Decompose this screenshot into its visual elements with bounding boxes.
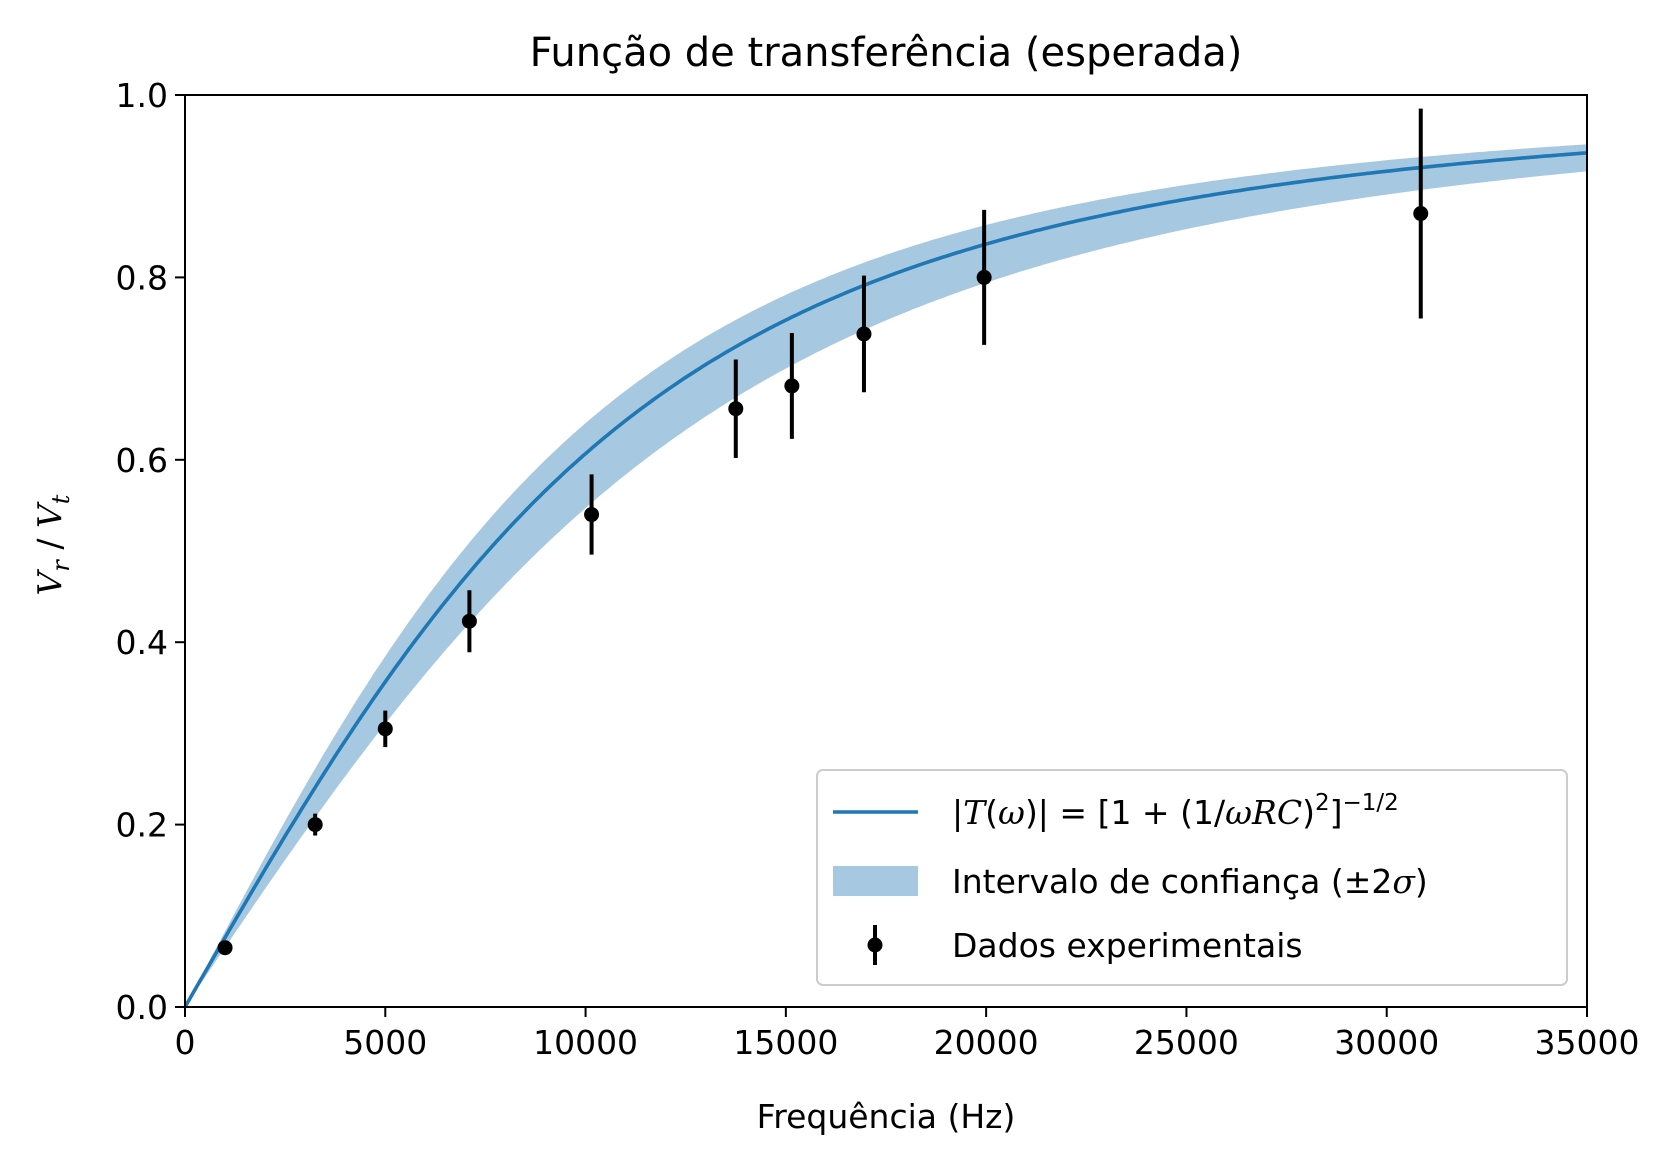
data-point (584, 474, 600, 555)
legend-close: ) (1302, 793, 1315, 832)
legend-points-marker (867, 937, 883, 953)
point-marker (217, 940, 233, 956)
x-tick-label: 30000 (1334, 1023, 1439, 1062)
chart-title: Função de transferência (esperada) (530, 30, 1243, 76)
x-axis-ticks: 0 5000 10000 15000 20000 25000 30000 35000 (175, 1007, 1640, 1062)
legend-paren-close: )| (1025, 793, 1049, 832)
legend-eq: = [1 + (1/ (1049, 793, 1226, 832)
point-marker (784, 378, 800, 394)
legend-band-swatch (833, 866, 918, 896)
legend-bracket: ] (1330, 793, 1343, 832)
axes-frame (184, 94, 1588, 1008)
legend-points-label: Dados experimentais (952, 926, 1303, 965)
x-tick-label: 10000 (533, 1023, 638, 1062)
legend: |T(ω)| = [1 + (1/ωRC)2]−1/2 Intervalo de… (816, 769, 1568, 986)
x-tick-label: 25000 (1134, 1023, 1239, 1062)
x-tick-label: 15000 (733, 1023, 838, 1062)
x-tick-label: 20000 (934, 1023, 1039, 1062)
y-label-den-sub: t (47, 494, 75, 504)
y-label-sep: / (30, 528, 69, 560)
data-point (217, 940, 233, 956)
y-tick-label: 0.4 (116, 623, 168, 662)
legend-wrc: ωRC (1225, 793, 1302, 832)
point-marker (856, 326, 872, 342)
data-point (1413, 108, 1429, 319)
data-point (728, 359, 744, 458)
y-axis-label: Vr / Vt (30, 494, 75, 595)
legend-exp: −1/2 (1342, 790, 1398, 816)
data-point (784, 333, 800, 439)
point-marker (728, 401, 744, 417)
legend-paren-open: ( (985, 793, 998, 832)
point-marker (976, 269, 992, 285)
y-tick-label: 0.0 (116, 988, 168, 1027)
data-point (976, 209, 992, 345)
data-point (307, 813, 323, 836)
data-point (461, 590, 477, 653)
data-point (856, 275, 872, 393)
y-label-den: V (30, 501, 69, 528)
point-marker (307, 817, 323, 833)
model-curve (183, 151, 1588, 1008)
point-marker (1413, 206, 1429, 222)
point-marker (377, 721, 393, 737)
y-axis-ticks: 0.0 0.2 0.4 0.6 0.8 1.0 (116, 76, 185, 1027)
data-points (217, 108, 1429, 956)
legend-band-close: ) (1415, 862, 1428, 901)
legend-abs-open: | (952, 793, 963, 832)
plot-area (183, 144, 1588, 1008)
y-tick-label: 0.6 (116, 441, 168, 480)
legend-omega: ω (998, 793, 1025, 832)
y-tick-label: 0.8 (116, 258, 168, 297)
x-axis-label: Frequência (Hz) (757, 1097, 1016, 1136)
legend-band-text: Intervalo de confiança (±2 (952, 862, 1392, 901)
point-marker (461, 613, 477, 629)
legend-sq: 2 (1315, 790, 1330, 816)
x-tick-label: 5000 (343, 1023, 427, 1062)
legend-band-sigma: σ (1392, 862, 1416, 901)
legend-line-label: |T(ω)| = [1 + (1/ωRC)2]−1/2 (952, 790, 1399, 832)
point-marker (584, 507, 600, 523)
legend-band-label: Intervalo de confiança (±2σ) (952, 862, 1428, 901)
x-tick-label: 0 (175, 1023, 196, 1062)
x-tick-label: 35000 (1535, 1023, 1640, 1062)
legend-box (816, 769, 1568, 986)
data-point (377, 710, 393, 748)
y-tick-label: 1.0 (116, 76, 168, 115)
y-tick-label: 0.2 (116, 806, 168, 845)
y-label-num: V (30, 568, 69, 595)
legend-T: T (963, 793, 988, 832)
y-label-num-sub: r (47, 559, 75, 572)
